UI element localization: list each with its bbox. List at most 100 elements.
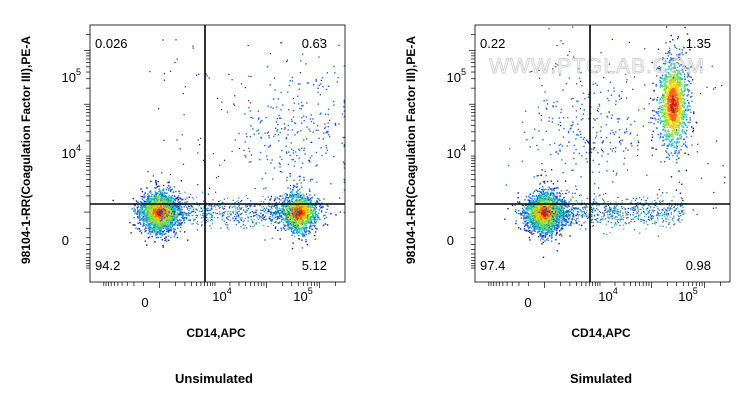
event-dot: [170, 222, 172, 224]
event-dot: [173, 214, 175, 216]
event-dot: [155, 234, 157, 236]
event-dot: [311, 218, 313, 220]
event-dot: [175, 197, 177, 199]
event-dot: [305, 216, 307, 218]
event-dot: [305, 198, 307, 200]
event-dot: [139, 222, 141, 224]
event-dot: [169, 186, 172, 188]
event-dot: [287, 216, 289, 218]
event-dot: [299, 200, 301, 203]
event-dot: [175, 202, 177, 204]
event-dot: [171, 201, 173, 203]
event-dot: [171, 212, 173, 214]
event-dot: [247, 217, 249, 219]
event-dot: [155, 210, 158, 212]
event-dot: [168, 227, 170, 230]
event-dot: [164, 220, 166, 222]
event-dot: [299, 204, 302, 207]
event-dot: [314, 214, 316, 216]
event-dot: [293, 212, 296, 214]
event-dot: [178, 190, 180, 193]
event-dot: [154, 202, 156, 204]
event-dot: [134, 210, 136, 212]
event-dot: [314, 202, 317, 204]
event-dot: [293, 229, 295, 231]
event-dot: [224, 211, 226, 213]
event-dot: [163, 222, 166, 225]
event-dot: [158, 221, 160, 223]
event-dot: [285, 220, 287, 222]
event-dot: [258, 217, 260, 219]
event-dot: [303, 149, 305, 152]
event-dot: [312, 210, 314, 212]
event-dot: [271, 208, 273, 210]
event-dot: [267, 209, 269, 211]
event-dot: [148, 224, 151, 226]
event-dot: [150, 222, 152, 224]
event-dot: [155, 192, 157, 194]
event-dot: [296, 227, 299, 229]
event-dot: [291, 192, 293, 194]
event-dot: [287, 206, 289, 208]
event-dot: [286, 217, 288, 219]
event-dot: [324, 223, 327, 225]
event-dot: [172, 224, 174, 226]
event-dot: [143, 196, 145, 199]
event-dot: [166, 218, 168, 221]
event-dot: [178, 219, 180, 221]
event-dot: [250, 216, 252, 218]
event-dot: [243, 149, 245, 152]
event-dot: [176, 198, 178, 200]
event-dot: [154, 197, 157, 200]
event-dot: [174, 215, 177, 218]
event-dot: [256, 216, 258, 218]
event-dot: [310, 199, 312, 201]
event-dot: [252, 211, 254, 214]
event-dot: [153, 228, 155, 230]
event-dot: [179, 201, 181, 204]
event-dot: [173, 218, 176, 220]
event-dot: [173, 198, 175, 200]
event-dot: [154, 223, 157, 226]
event-dot: [164, 195, 166, 197]
event-dot: [248, 150, 251, 153]
event-dot: [295, 211, 297, 213]
event-dot: [299, 231, 301, 234]
event-dot: [288, 228, 290, 230]
event-dot: [213, 217, 215, 219]
event-dot: [170, 213, 172, 216]
event-dot: [153, 224, 156, 226]
event-dot: [288, 224, 290, 226]
event-dot: [235, 217, 237, 219]
event-dot: [179, 208, 181, 210]
event-dot: [303, 199, 306, 202]
event-dot: [136, 201, 138, 204]
event-dot: [159, 215, 161, 217]
event-dot: [313, 220, 316, 223]
event-dot: [314, 216, 316, 218]
event-dot: [205, 220, 207, 222]
event-dot: [294, 228, 296, 230]
event-dot: [318, 137, 320, 139]
event-dot: [293, 165, 295, 167]
event-dot: [166, 196, 168, 198]
event-dot: [290, 210, 292, 212]
event-dot: [326, 130, 328, 133]
event-dot: [253, 133, 255, 135]
event-dot: [142, 221, 145, 224]
event-dot: [167, 181, 169, 184]
event-dot: [257, 129, 260, 131]
event-dot: [154, 219, 156, 221]
event-dot: [270, 212, 272, 214]
event-dot: [295, 205, 297, 207]
event-dot: [309, 223, 312, 225]
event-dot: [163, 219, 166, 221]
event-dot: [303, 206, 306, 208]
event-dot: [146, 219, 149, 221]
event-dot: [300, 101, 303, 104]
event-dot: [168, 205, 170, 207]
event-dot: [259, 122, 261, 124]
event-dot: [238, 221, 241, 223]
event-dot: [289, 227, 291, 229]
event-dot: [178, 197, 181, 199]
